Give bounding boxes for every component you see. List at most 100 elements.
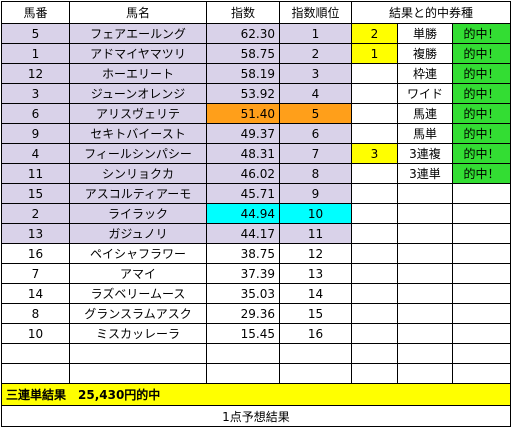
rank-cell: 6 bbox=[279, 123, 352, 144]
table-row: 7 アマイ 37.39 13 bbox=[1, 263, 511, 284]
rank-cell: 15 bbox=[279, 303, 352, 324]
bet-type-cell: 3連複 bbox=[397, 143, 453, 164]
horse-name-cell: フェアエールング bbox=[69, 23, 207, 44]
blank-row bbox=[1, 363, 511, 384]
table-row: 12 ホーエリート 58.19 3 枠連 的中！ bbox=[1, 63, 511, 84]
table-row: 16 ペイシャフラワー 38.75 12 bbox=[1, 243, 511, 264]
header-umaban: 馬番 bbox=[1, 1, 70, 24]
index-cell: 44.17 bbox=[206, 223, 280, 244]
result-cell bbox=[351, 203, 398, 224]
hit-cell: 的中！ bbox=[452, 63, 511, 84]
table-row: 5 フェアエールング 62.30 1 2 単勝 的中！ bbox=[1, 23, 511, 44]
umaban-cell: 3 bbox=[1, 83, 70, 104]
bet-type-cell: 3連単 bbox=[397, 163, 453, 184]
result-cell bbox=[351, 323, 398, 344]
rank-cell: 7 bbox=[279, 143, 352, 164]
table-row: 4 フィールシンパシー 48.31 7 3 3連複 的中！ bbox=[1, 143, 511, 164]
umaban-cell: 6 bbox=[1, 103, 70, 124]
index-cell: 58.19 bbox=[206, 63, 280, 84]
bet-type-cell: 馬単 bbox=[397, 123, 453, 144]
umaban-cell: 2 bbox=[1, 203, 70, 224]
table-row: 6 アリスヴェリテ 51.40 5 馬連 的中！ bbox=[1, 103, 511, 124]
result-cell bbox=[351, 103, 398, 124]
blank-cell bbox=[351, 343, 398, 364]
hit-cell: 的中！ bbox=[452, 83, 511, 104]
hit-cell: 的中！ bbox=[452, 163, 511, 184]
index-cell: 38.75 bbox=[206, 243, 280, 264]
header-row: 馬番 馬名 指数 指数順位 結果と的中券種 bbox=[1, 1, 511, 24]
index-cell: 35.03 bbox=[206, 283, 280, 304]
hit-cell bbox=[452, 223, 511, 244]
rank-cell: 13 bbox=[279, 263, 352, 284]
hit-cell bbox=[452, 183, 511, 204]
rank-cell: 16 bbox=[279, 323, 352, 344]
umaban-cell: 8 bbox=[1, 303, 70, 324]
horse-name-cell: フィールシンパシー bbox=[69, 143, 207, 164]
header-bamei: 馬名 bbox=[69, 1, 207, 24]
horse-name-cell: グランスラムアスク bbox=[69, 303, 207, 324]
umaban-cell: 14 bbox=[1, 283, 70, 304]
umaban-cell: 4 bbox=[1, 143, 70, 164]
header-result: 結果と的中券種 bbox=[351, 1, 511, 24]
blank-cell bbox=[206, 363, 280, 384]
result-cell bbox=[351, 263, 398, 284]
horse-name-cell: ジューンオレンジ bbox=[69, 83, 207, 104]
horse-name-cell: シンリョクカ bbox=[69, 163, 207, 184]
table-row: 2 ライラック 44.94 10 bbox=[1, 203, 511, 224]
result-cell bbox=[351, 183, 398, 204]
bet-type-cell bbox=[397, 263, 453, 284]
index-cell: 45.71 bbox=[206, 183, 280, 204]
rank-cell: 11 bbox=[279, 223, 352, 244]
horse-name-cell: セキトバイースト bbox=[69, 123, 207, 144]
result-cell: 3 bbox=[351, 143, 398, 164]
bet-type-cell: 単勝 bbox=[397, 23, 453, 44]
hit-cell: 的中！ bbox=[452, 143, 511, 164]
rank-cell: 14 bbox=[279, 283, 352, 304]
umaban-cell: 16 bbox=[1, 243, 70, 264]
result-cell bbox=[351, 283, 398, 304]
horse-name-cell: ラズベリームース bbox=[69, 283, 207, 304]
index-cell: 51.40 bbox=[206, 103, 280, 124]
table-row: 10 ミスカッレーラ 15.45 16 bbox=[1, 323, 511, 344]
index-cell: 29.36 bbox=[206, 303, 280, 324]
table-row: 15 アスコルティアーモ 45.71 9 bbox=[1, 183, 511, 204]
table-row: 13 ガジュノリ 44.17 11 bbox=[1, 223, 511, 244]
blank-cell bbox=[279, 343, 352, 364]
table-row: 9 セキトバイースト 49.37 6 馬単 的中！ bbox=[1, 123, 511, 144]
index-cell: 58.75 bbox=[206, 43, 280, 64]
bet-type-cell bbox=[397, 303, 453, 324]
umaban-cell: 12 bbox=[1, 63, 70, 84]
hit-cell bbox=[452, 323, 511, 344]
rank-cell: 2 bbox=[279, 43, 352, 64]
blank-cell bbox=[452, 363, 511, 384]
umaban-cell: 1 bbox=[1, 43, 70, 64]
footer-row: 1点予想結果 bbox=[1, 405, 511, 427]
index-cell: 44.94 bbox=[206, 203, 280, 224]
blank-cell bbox=[279, 363, 352, 384]
index-cell: 15.45 bbox=[206, 323, 280, 344]
result-cell bbox=[351, 303, 398, 324]
umaban-cell: 10 bbox=[1, 323, 70, 344]
results-table: 馬番 馬名 指数 指数順位 結果と的中券種 5 フェアエールング 62.30 1 2 単勝… bbox=[1, 1, 511, 427]
result-cell bbox=[351, 243, 398, 264]
bet-type-cell bbox=[397, 283, 453, 304]
umaban-cell: 7 bbox=[1, 263, 70, 284]
blank-cell bbox=[69, 363, 207, 384]
horse-name-cell: アスコルティアーモ bbox=[69, 183, 207, 204]
index-cell: 53.92 bbox=[206, 83, 280, 104]
result-cell bbox=[351, 163, 398, 184]
bet-type-cell: 馬連 bbox=[397, 103, 453, 124]
table-row: 3 ジューンオレンジ 53.92 4 ワイド 的中！ bbox=[1, 83, 511, 104]
rank-cell: 5 bbox=[279, 103, 352, 124]
blank-row bbox=[1, 343, 511, 364]
rank-cell: 8 bbox=[279, 163, 352, 184]
index-cell: 62.30 bbox=[206, 23, 280, 44]
blank-cell bbox=[1, 343, 70, 364]
table-row: 14 ラズベリームース 35.03 14 bbox=[1, 283, 511, 304]
result-cell bbox=[351, 83, 398, 104]
index-cell: 46.02 bbox=[206, 163, 280, 184]
bet-type-cell: ワイド bbox=[397, 83, 453, 104]
horse-name-cell: アドマイヤマツリ bbox=[69, 43, 207, 64]
index-cell: 48.31 bbox=[206, 143, 280, 164]
bet-type-cell bbox=[397, 223, 453, 244]
